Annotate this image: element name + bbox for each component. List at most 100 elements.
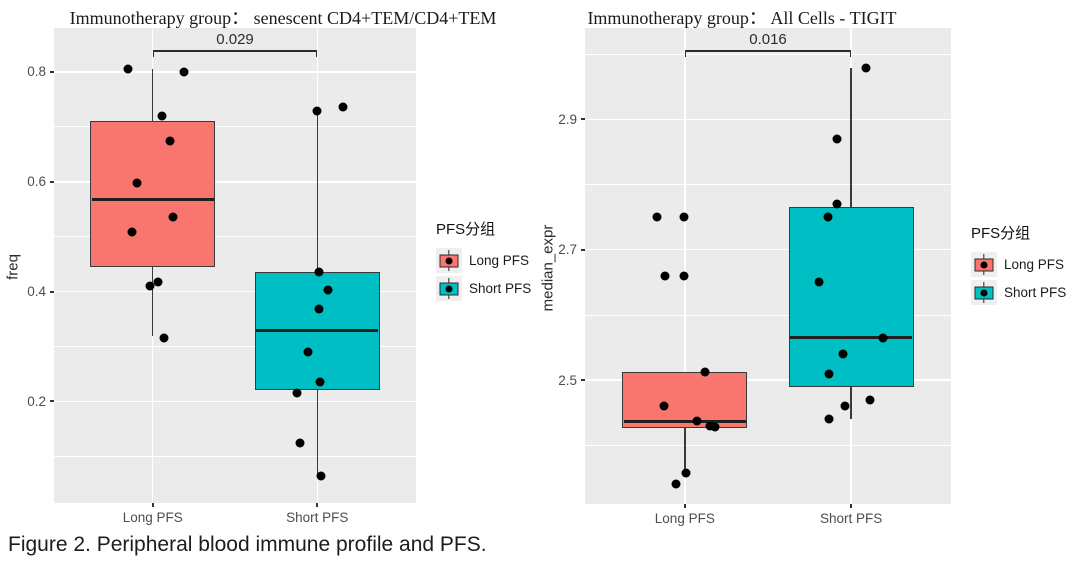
x-axis-tick (683, 504, 686, 508)
legend-item-label: Short PFS (1004, 285, 1067, 300)
y-tick-label: 0.8 (27, 64, 46, 80)
data-point (157, 111, 167, 121)
p-value-label-left: 0.029 (216, 31, 254, 48)
legend-item-label: Short PFS (469, 281, 532, 296)
y-tick-label: 2.9 (558, 111, 577, 127)
upper-whisker (850, 68, 852, 208)
boxplot-key-icon (436, 276, 462, 301)
median-line (623, 419, 746, 423)
data-point (659, 401, 669, 411)
x-category-label: Long PFS (122, 510, 183, 525)
minor-gridline (54, 455, 416, 457)
data-point (824, 369, 834, 379)
data-point (323, 285, 333, 295)
x-axis-tick (850, 504, 853, 508)
x-axis-tick (316, 503, 319, 507)
y-tick-label: 0.6 (27, 174, 46, 190)
data-point (145, 281, 155, 291)
x-category-label: Long PFS (654, 511, 715, 526)
y-tick-label: 2.5 (558, 372, 577, 388)
box-long-pfs (90, 121, 216, 267)
data-point (660, 271, 670, 281)
legend-item-short-pfs[interactable]: Short PFS (436, 276, 531, 301)
y-axis-tick (581, 379, 585, 382)
median-line (790, 336, 913, 340)
data-point (679, 212, 689, 222)
x-axis-tick (151, 503, 154, 507)
y-axis-tick (50, 180, 54, 183)
data-point (823, 212, 833, 222)
y-axis-tick (50, 400, 54, 403)
data-point (315, 377, 325, 387)
data-point (832, 199, 842, 209)
data-point (692, 416, 702, 426)
lower-whisker (850, 386, 852, 420)
major-gridline (585, 248, 951, 251)
significance-bracket-tick (315, 50, 318, 57)
y-axis-tick (581, 118, 585, 121)
x-category-label: Short PFS (286, 510, 349, 525)
significance-bracket (684, 50, 852, 52)
key-dot (980, 261, 988, 268)
minor-gridline (585, 184, 951, 185)
y-tick-label: 0.2 (27, 393, 46, 409)
key-dot (445, 285, 453, 292)
minor-gridline (54, 126, 416, 128)
data-point (127, 227, 137, 237)
major-gridline (585, 379, 951, 381)
legend-item-short-pfs[interactable]: Short PFS (971, 280, 1066, 305)
legend-item-long-pfs[interactable]: Long PFS (971, 252, 1066, 277)
legend-right: PFS分组 Long PFS Short PFS (971, 222, 1066, 308)
major-gridline (585, 118, 951, 121)
data-point (832, 134, 842, 144)
y-tick-label: 2.7 (558, 242, 577, 258)
data-point (814, 277, 824, 287)
data-point (679, 271, 689, 281)
p-value-label-right: 0.016 (749, 31, 787, 48)
minor-gridline (54, 236, 416, 238)
lower-whisker (316, 390, 319, 477)
y-tick-label: 0.4 (27, 284, 46, 300)
data-point (314, 267, 324, 277)
data-point (861, 63, 871, 73)
data-point (865, 395, 875, 405)
data-point (700, 367, 710, 377)
significance-bracket (152, 50, 318, 52)
data-point (878, 333, 888, 343)
major-gridline (54, 290, 416, 293)
data-point (338, 102, 348, 112)
upper-whisker (151, 69, 154, 122)
boxplot-key-icon (971, 252, 997, 277)
data-point (123, 64, 133, 74)
significance-bracket-tick (849, 50, 852, 57)
left-y-axis-label: freq (4, 254, 22, 280)
y-axis-tick (50, 70, 54, 73)
data-point (840, 401, 850, 411)
significance-bracket-tick (152, 50, 155, 57)
category-gridline (684, 28, 686, 504)
data-point (295, 438, 305, 448)
data-point (168, 212, 178, 222)
box-long-pfs (622, 372, 748, 428)
data-point (824, 414, 834, 424)
right-plot-title: Immunotherapy group： All Cells - TIGIT (587, 8, 897, 28)
data-point (314, 304, 324, 314)
data-point (292, 388, 302, 398)
legend-item-label: Long PFS (469, 253, 530, 268)
data-point (165, 136, 175, 146)
legend-item-long-pfs[interactable]: Long PFS (436, 248, 531, 273)
data-point (179, 67, 189, 77)
minor-gridline (585, 314, 951, 316)
data-point (652, 212, 662, 222)
data-point (132, 178, 142, 188)
data-point (681, 468, 691, 478)
major-gridline (54, 400, 416, 403)
data-point (316, 471, 326, 481)
data-point (710, 422, 720, 432)
data-point (671, 479, 681, 489)
legend-title: PFS分组 (971, 225, 1031, 242)
minor-gridline (585, 444, 951, 446)
significance-bracket-tick (684, 50, 687, 57)
key-dot (445, 257, 453, 264)
